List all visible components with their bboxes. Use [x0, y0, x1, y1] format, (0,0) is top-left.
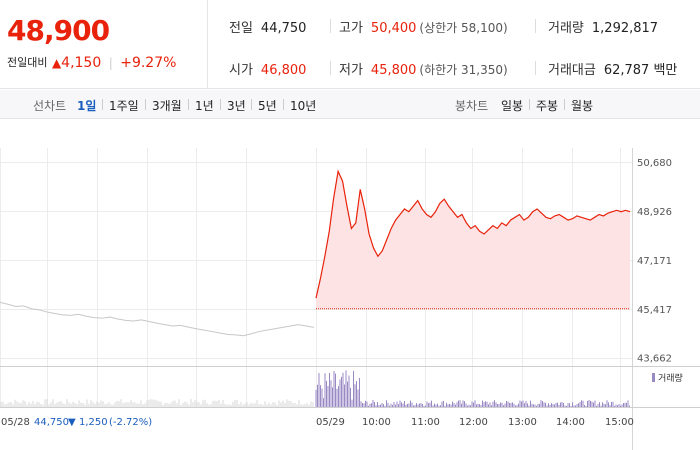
period-tab-1d[interactable]: 1일	[77, 99, 97, 113]
volume-legend-label: 거래량	[658, 372, 683, 384]
divider	[220, 99, 221, 110]
divider	[102, 99, 103, 110]
period-tab-3m[interactable]: 3개월	[152, 99, 182, 113]
divider: |	[108, 56, 113, 70]
period-tab-10y[interactable]: 10년	[290, 99, 317, 113]
x-tick-label: 13:00	[508, 417, 537, 428]
divider	[529, 99, 530, 110]
x-tick-label: 14:00	[556, 417, 585, 428]
x-tick-label: 11:00	[411, 417, 440, 428]
divider	[188, 99, 189, 110]
line-chart-label: 선차트	[33, 99, 67, 113]
candle-tab-weekly[interactable]: 주봉	[536, 99, 559, 113]
divider	[564, 99, 565, 110]
x-tick-label: 10:00	[362, 417, 391, 428]
period-tab-1w[interactable]: 1주일	[109, 99, 139, 113]
x-tick-label: 12:00	[459, 417, 488, 428]
price-chart-svg: 50,680 48,926 47,171 45,417 43,662 거래량 05/28 44…	[0, 148, 700, 450]
stat-volume: 거래량 1,292,817	[548, 21, 659, 36]
stat-high: 고가 50,400 (상한가 58,100)	[339, 21, 508, 36]
y-tick-label: 50,680	[637, 158, 672, 169]
y-tick-label: 48,926	[637, 207, 672, 218]
divider	[535, 19, 536, 33]
down-arrow-icon: ▼	[68, 417, 76, 428]
prev-day-change-pct: (-2.72%)	[109, 417, 152, 428]
x-tick-label: 05/28	[1, 417, 30, 428]
x-tick-label: 05/29	[316, 417, 345, 428]
change-value: 4,150	[61, 55, 102, 71]
y-tick-label: 45,417	[637, 305, 672, 316]
divider	[535, 61, 536, 75]
stat-prev-close: 전일 44,750	[229, 21, 307, 36]
prev-day-change: 1,250	[79, 417, 108, 428]
divider	[330, 19, 331, 33]
period-tab-3y[interactable]: 3년	[227, 99, 246, 113]
stat-amount: 거래대금 62,787 백만	[548, 63, 678, 78]
change-percent: +9.27%	[120, 55, 177, 71]
price-chart: 50,680 48,926 47,171 45,417 43,662 거래량 05/28 44…	[0, 119, 700, 450]
period-tab-5y[interactable]: 5년	[258, 99, 277, 113]
divider	[145, 99, 146, 110]
y-tick-label: 47,171	[637, 256, 672, 267]
change-row: 전일대비 ▲4,150 | +9.27%	[7, 54, 176, 71]
y-tick-label: 43,662	[637, 354, 672, 365]
candle-chart-label: 봉차트	[455, 99, 489, 113]
price-box: 48,900 전일대비 ▲4,150 | +9.27%	[0, 0, 208, 89]
stat-open: 시가 46,800	[229, 63, 307, 78]
divider	[330, 61, 331, 75]
divider	[251, 99, 252, 110]
series-line-prev-day	[0, 301, 315, 337]
prev-day-close: 44,750	[34, 417, 69, 428]
candle-tab-daily[interactable]: 일봉	[501, 99, 524, 113]
x-tick-label: 15:00	[605, 417, 634, 428]
stat-low: 저가 45,800 (하한가 31,350)	[339, 63, 508, 78]
series-area-today	[316, 171, 630, 309]
divider	[283, 99, 284, 110]
volume-legend-swatch	[652, 373, 655, 382]
quote-header: 48,900 전일대비 ▲4,150 | +9.27% 전일 44,750 고가 5…	[0, 0, 700, 89]
change-label: 전일대비	[7, 56, 48, 69]
up-arrow-icon: ▲	[51, 56, 62, 70]
candle-tab-monthly[interactable]: 월봉	[571, 99, 594, 113]
chart-period-toolbar: 선차트 1일 1주일 3개월 1년 3년 5년 10년 봉차트 일봉 주봉 월봉	[0, 90, 700, 119]
series-line-today	[315, 169, 631, 299]
period-tab-1y[interactable]: 1년	[195, 99, 214, 113]
current-price: 48,900	[7, 14, 110, 47]
